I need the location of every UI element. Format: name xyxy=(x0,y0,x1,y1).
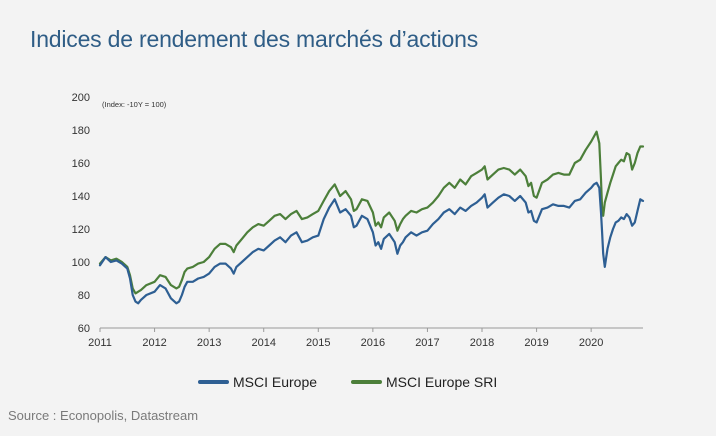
series-line-msci-europe-sri xyxy=(98,130,645,295)
chart-legend: MSCI Europe MSCI Europe SRI xyxy=(198,374,497,390)
chart-annotation: (Index: -10Y = 100) xyxy=(102,100,167,109)
chart-lines xyxy=(98,130,645,305)
y-tick-label: 180 xyxy=(72,125,90,137)
page-title: Indices de rendement des marchés d’actio… xyxy=(30,26,479,52)
x-tick-label: 2013 xyxy=(197,337,221,349)
y-tick-label: 160 xyxy=(72,158,90,170)
chart-axes: 60 80 100 120 140 160 180 200 2011 2012 2013 2014 20… xyxy=(72,92,643,349)
legend-label: MSCI Europe SRI xyxy=(386,374,497,390)
y-tick-label: 100 xyxy=(72,257,90,269)
x-tick-label: 2011 xyxy=(88,337,112,349)
source-note: Source : Econopolis, Datastream xyxy=(8,408,199,423)
series-line-msci-europe xyxy=(98,181,645,305)
x-tick-label: 2014 xyxy=(251,337,275,349)
y-tick-label: 200 xyxy=(72,92,90,104)
x-tick-label: 2017 xyxy=(415,337,439,349)
x-tick-label: 2018 xyxy=(470,337,494,349)
x-tick-label: 2020 xyxy=(579,337,603,349)
x-tick-label: 2015 xyxy=(306,337,330,349)
x-tick-label: 2016 xyxy=(361,337,385,349)
y-tick-label: 80 xyxy=(78,290,90,302)
x-tick-label: 2019 xyxy=(524,337,548,349)
x-tick-label: 2012 xyxy=(142,337,166,349)
y-tick-label: 120 xyxy=(72,224,90,236)
y-tick-label: 140 xyxy=(72,191,90,203)
legend-label: MSCI Europe xyxy=(233,374,317,390)
y-tick-label: 60 xyxy=(78,323,90,335)
